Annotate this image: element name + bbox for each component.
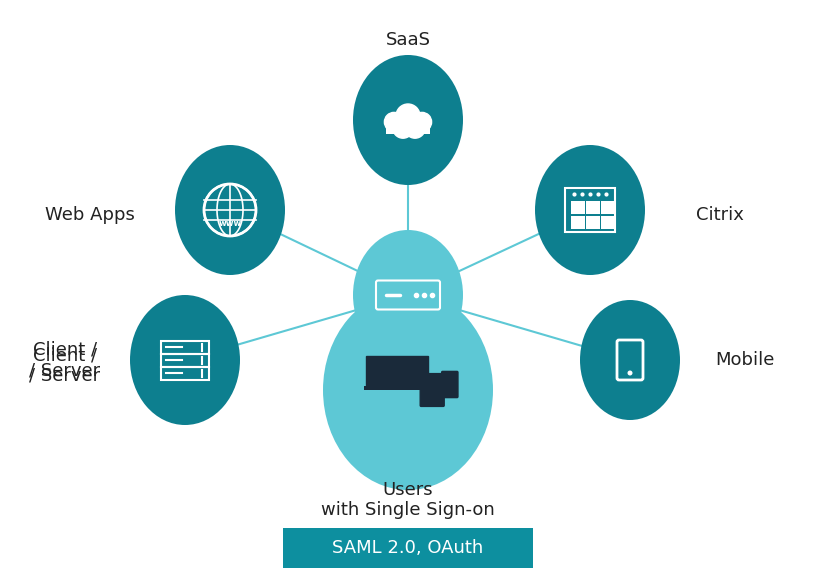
Text: Users
with Single Sign-on: Users with Single Sign-on [322, 481, 494, 520]
Text: / Server: / Server [29, 366, 100, 384]
Text: SaaS: SaaS [385, 31, 431, 49]
Circle shape [384, 113, 404, 132]
Ellipse shape [175, 145, 285, 275]
Ellipse shape [535, 145, 645, 275]
Text: Client /: Client / [33, 346, 97, 364]
FancyBboxPatch shape [366, 356, 428, 387]
FancyBboxPatch shape [283, 528, 533, 568]
Circle shape [396, 104, 420, 128]
FancyBboxPatch shape [586, 201, 600, 213]
FancyBboxPatch shape [601, 216, 614, 229]
Text: Mobile: Mobile [716, 351, 774, 369]
Ellipse shape [323, 290, 493, 490]
Text: www: www [219, 219, 242, 229]
FancyBboxPatch shape [570, 201, 584, 213]
FancyBboxPatch shape [364, 386, 430, 390]
Text: SAML 2.0, OAuth: SAML 2.0, OAuth [332, 539, 484, 557]
Circle shape [204, 184, 256, 236]
FancyBboxPatch shape [420, 374, 444, 407]
Ellipse shape [353, 55, 463, 185]
FancyBboxPatch shape [586, 216, 600, 229]
Text: Client /
/ Server: Client / / Server [29, 340, 100, 379]
Ellipse shape [130, 295, 240, 425]
Text: Citrix: Citrix [696, 206, 744, 224]
Circle shape [412, 113, 432, 132]
FancyBboxPatch shape [386, 122, 430, 134]
Ellipse shape [580, 300, 680, 420]
Circle shape [405, 118, 425, 138]
FancyBboxPatch shape [441, 371, 458, 398]
Text: Web Apps: Web Apps [45, 206, 135, 224]
Ellipse shape [353, 230, 463, 360]
Circle shape [392, 118, 413, 138]
FancyBboxPatch shape [601, 201, 614, 213]
Circle shape [628, 371, 632, 375]
FancyBboxPatch shape [570, 216, 584, 229]
